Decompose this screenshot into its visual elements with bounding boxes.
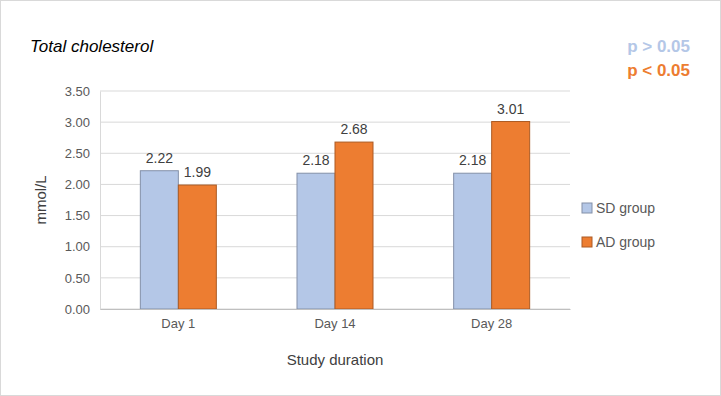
y-tick-label: 2.50 xyxy=(65,146,90,161)
grid-line xyxy=(100,91,570,92)
bar xyxy=(492,122,530,309)
data-label: 2.22 xyxy=(146,150,173,166)
y-tick: 3.50 xyxy=(65,84,100,99)
x-tick: Day 14 xyxy=(314,309,355,331)
chart-border xyxy=(1,1,721,396)
y-axis: 0.00 0.50 1.00 1.50 2.00 2.50 3.00 3.50 xyxy=(65,84,101,317)
y-tick: 2.00 xyxy=(65,177,100,192)
y-axis-title: mmol/L xyxy=(32,175,49,224)
y-tick-label: 0.50 xyxy=(65,271,90,286)
bar xyxy=(335,142,373,309)
title: Total cholesterol xyxy=(30,37,154,56)
y-tick: 0.50 xyxy=(65,271,100,286)
x-tick-label: Day 14 xyxy=(314,316,355,331)
y-tick-label: 0.00 xyxy=(65,302,90,317)
bars xyxy=(140,122,529,309)
y-tick-label: 3.50 xyxy=(65,84,90,99)
y-tick: 3.00 xyxy=(65,115,100,130)
y-tick: 1.50 xyxy=(65,208,100,223)
y-tick: 0.00 xyxy=(65,302,100,317)
bar xyxy=(297,173,335,309)
x-axis-line xyxy=(101,309,571,310)
y-axis-line xyxy=(100,92,101,310)
annotation: p > 0.05 xyxy=(627,37,690,56)
grid xyxy=(100,91,570,309)
legend-label: SD group xyxy=(596,200,655,216)
y-tick-label: 3.00 xyxy=(65,115,90,130)
bar xyxy=(454,173,492,309)
y-tick-label: 1.00 xyxy=(65,239,90,254)
bar xyxy=(178,185,216,309)
y-tick: 2.50 xyxy=(65,146,100,161)
data-label: 3.01 xyxy=(497,101,524,117)
legend: SD group AD group xyxy=(582,200,655,250)
x-axis: Day 1 Day 14 Day 28 xyxy=(101,309,571,331)
x-tick-label: Day 1 xyxy=(161,316,195,331)
bar xyxy=(140,171,178,309)
data-label: 2.18 xyxy=(459,152,486,168)
data-label: 2.18 xyxy=(302,152,329,168)
data-label: 2.68 xyxy=(340,121,367,137)
chart: 0.000.501.001.502.002.503.003.50Day 1Day… xyxy=(0,0,721,396)
data-label: 1.99 xyxy=(184,164,211,180)
y-tick-label: 1.50 xyxy=(65,208,90,223)
legend-swatch xyxy=(582,237,592,247)
y-tick-label: 2.00 xyxy=(65,177,90,192)
x-tick-label: Day 28 xyxy=(471,316,512,331)
data-labels: 2.22 2.18 2.18 1.99 2.68 3.01 xyxy=(146,101,525,181)
legend-swatch xyxy=(582,203,592,213)
x-tick: Day 1 xyxy=(161,309,195,331)
x-tick: Day 28 xyxy=(471,309,512,331)
x-axis-title: Study duration xyxy=(287,351,384,368)
annotation: p < 0.05 xyxy=(627,61,690,80)
legend-label: AD group xyxy=(596,234,655,250)
y-tick: 1.00 xyxy=(65,239,100,254)
